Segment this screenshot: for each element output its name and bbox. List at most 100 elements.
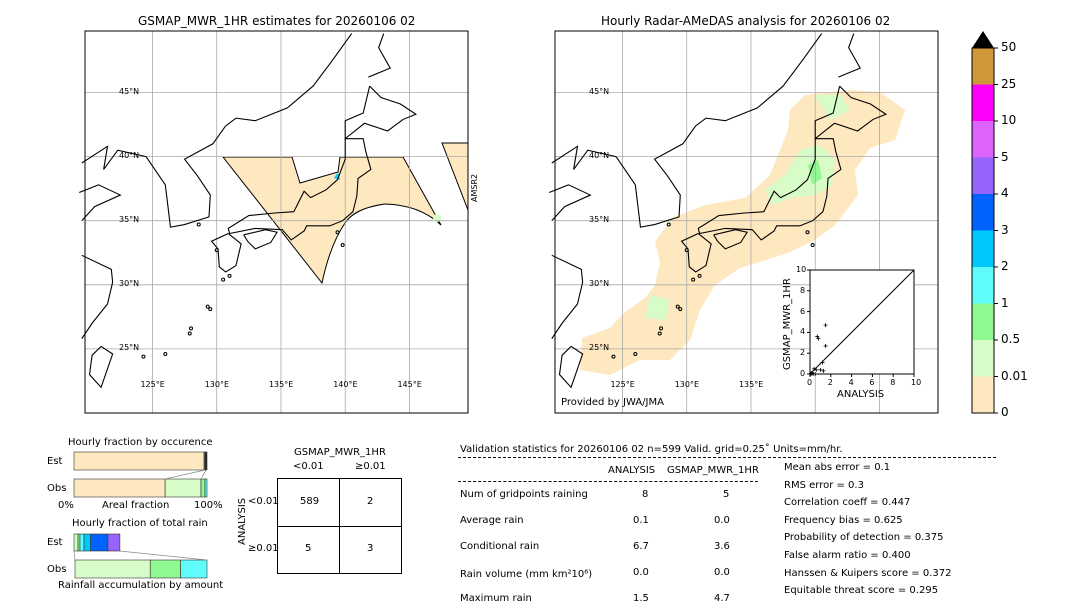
colorbar-segment [972,230,994,267]
island [657,331,662,336]
stats-row-gsmap: 3.6 [714,541,730,552]
island [678,307,683,312]
island [187,331,192,336]
score-line: Mean abs error = 0.1 [784,462,891,473]
coastline [558,345,584,389]
lon-tick-label: 130°E [204,380,230,389]
scatter-point [823,343,828,348]
lat-tick-label: 25°N [119,342,140,352]
coastline [615,117,707,228]
stats-row-gsmap: 0.0 [714,515,730,526]
lon-tick-label: 145°E [397,380,422,389]
score-line: Probability of detection = 0.375 [784,532,944,544]
island [335,230,340,235]
score-line: Equitable threat score = 0.295 [784,585,939,597]
colorbar-segment [972,303,994,340]
colorbar-label: 50 [1001,40,1017,54]
scatter-x-tick-label: 0 [807,378,813,387]
colorbar-segment [972,121,994,158]
scatter-x-tick-label: 4 [848,378,854,387]
scatter-point [820,360,825,365]
lon-tick-label: 135°E [268,380,294,389]
scatter-point [818,367,823,372]
contingency-table: 589 2 5 3 [277,478,402,574]
lat-tick-label: 40°N [119,150,140,160]
rain-title: Hourly fraction of total rain [72,518,208,529]
island [189,326,194,331]
coastline [551,145,617,170]
coastline [551,254,584,339]
lat-tick-label: 40°N [589,150,610,160]
colorbar-label: 10 [1001,113,1017,127]
lat-tick-label: 35°N [119,214,140,224]
stats-row-gsmap: 0.0 [714,567,730,578]
coastline [227,138,372,241]
rain-obs-segment [74,559,151,579]
stats-row-gsmap: 4.7 [714,593,730,604]
stats-col-gsmap: GSMAP_MWR_1HR [667,465,759,476]
stats-row-label: Num of gridpoints raining [460,489,588,500]
rain-est-segment [73,533,79,552]
rain-xlabel: Rainfall accumulation by amount [58,580,224,591]
score-line: Frequency bias = 0.625 [784,514,903,526]
row-title: ANALYSIS [237,497,248,545]
island [697,273,702,278]
stats-row-analysis: 0.0 [633,567,649,578]
scatter-x-tick-label: 8 [890,378,896,387]
island [659,326,664,331]
score-line: False alarm ratio = 0.400 [784,550,911,561]
scatter-y-tick-label: 4 [800,327,806,337]
coastline [235,33,353,122]
colorbar-label: 4 [1001,186,1009,200]
colorbar-label: 1 [1001,295,1009,310]
diagonal-line [809,269,915,375]
rain-est-segment [107,533,121,552]
coastline [81,254,114,339]
rain-light [765,145,835,205]
stats-row-label: Maximum rain [460,593,532,604]
sensor-label: AMSR2 [470,173,479,202]
scatter-point [823,323,828,328]
cell-hit: 3 [367,543,374,554]
coastline [838,33,861,78]
occ-obs-segment [73,478,166,498]
island [611,354,616,359]
col-label-1: ≥0.01 [355,461,386,472]
coastline [680,233,712,273]
stats-row-gsmap: 5 [723,489,730,500]
stats-row-label: Conditional rain [460,541,540,552]
coastline [79,184,122,222]
scatter-x-tick-label: 10 [911,378,922,387]
scatter-point [813,372,818,376]
island [227,273,232,278]
scatter-point [812,366,817,371]
rain-connector [73,550,208,561]
lon-tick-label: 140°E [333,380,358,389]
colorbar-extend-triangle [972,31,994,48]
coastline [705,33,823,122]
right-map-frame [554,30,939,414]
stats-row-label: Rain volume (mm km²10⁶) [460,569,593,580]
scatter-y-tick-label: 8 [800,285,806,295]
scatter-y-tick-label: 0 [800,369,806,378]
row-label-1: ≥0.01 [248,543,279,554]
island [196,222,201,227]
cell-miss: 5 [305,543,312,554]
coastline [145,117,237,228]
coastline [549,184,592,222]
scatter-y-tick-label: 6 [800,306,806,316]
scatter-ylabel: GSMAP_MWR_1HR [782,278,793,370]
rain-row-obs: Obs [47,564,67,575]
lat-tick-label: 45°N [119,86,140,96]
stats-header: Validation statistics for 20260106 02 n=… [460,444,843,455]
scatter-point [814,367,819,372]
stats-row-analysis: 8 [642,489,649,500]
lon-tick-label: 130°E [674,380,700,389]
coastline [210,233,242,273]
colorbar [971,31,998,414]
colorbar-segment [972,48,994,85]
island [684,248,689,253]
lon-tick-label: 125°E [140,380,165,389]
scatter-plot [807,269,915,377]
